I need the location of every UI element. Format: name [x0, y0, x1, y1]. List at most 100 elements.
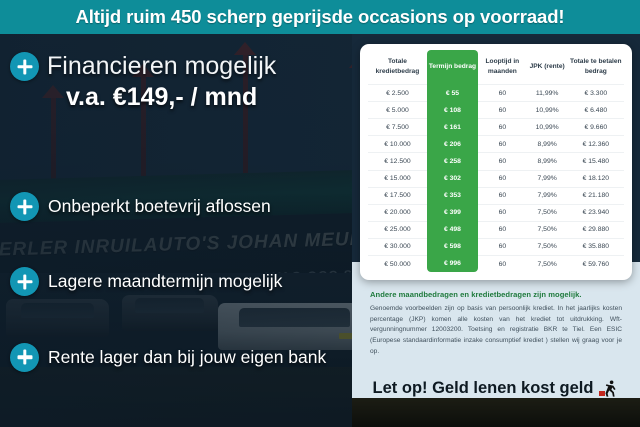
- plus-icon: [10, 192, 39, 222]
- table-row: € 30.000 € 598 60 7,50% € 35.880: [368, 237, 624, 256]
- table-cell: € 161: [426, 118, 479, 136]
- running-man-icon: [599, 380, 619, 397]
- table-cell: € 10.000: [368, 135, 427, 153]
- table-cell: € 21.180: [567, 186, 624, 205]
- table-row: € 10.000 € 206 60 8,99% € 12.360: [368, 135, 624, 153]
- table-cell: € 12.360: [567, 135, 624, 153]
- top-banner-text: Altijd ruim 450 scherp geprijsde occasio…: [75, 6, 565, 27]
- table-header-row: Totale kredietbedrag Termijn bedrag Loop…: [368, 50, 624, 85]
- table-cell: € 258: [426, 152, 479, 171]
- benefit-item: Lagere maandtermijn mogelijk: [10, 267, 346, 297]
- benefit-item: Rente lager dan bij jouw eigen bank: [10, 342, 346, 372]
- table-cell: € 9.660: [567, 118, 624, 136]
- table-cell: 7,50%: [526, 220, 568, 239]
- table-cell: € 35.880: [567, 237, 624, 256]
- table-cell: € 5.000: [368, 101, 427, 119]
- column-header-monthly-amount: Termijn bedrag: [426, 50, 479, 85]
- table-row: € 7.500 € 161 60 10,99% € 9.660: [368, 118, 624, 136]
- table-row: € 12.500 € 258 60 8,99% € 15.480: [368, 152, 624, 171]
- table-cell: € 20.000: [368, 203, 427, 222]
- table-cell: 60: [478, 118, 527, 136]
- plus-icon: [10, 342, 39, 372]
- table-cell: € 7.500: [368, 118, 427, 136]
- table-cell: € 302: [426, 170, 479, 188]
- red-block-icon: [599, 391, 606, 396]
- table-cell: € 25.000: [368, 220, 427, 239]
- table-cell: 10,99%: [526, 118, 568, 136]
- table-row: € 25.000 € 498 60 7,50% € 29.880: [368, 220, 624, 239]
- table-row: € 17.500 € 353 60 7,99% € 21.180: [368, 186, 624, 205]
- table-row: € 20.000 € 399 60 7,50% € 23.940: [368, 203, 624, 222]
- table-cell: 60: [478, 203, 527, 222]
- table-cell: 7,50%: [526, 255, 568, 273]
- table-row: € 2.500 € 55 60 11,99% € 3.300: [368, 84, 624, 102]
- table-cell: 8,99%: [526, 135, 568, 153]
- loan-table-body: € 2.500 € 55 60 11,99% € 3.300 € 5.000 € 108 60…: [368, 84, 624, 273]
- table-cell: € 498: [426, 221, 479, 239]
- table-cell: 60: [478, 169, 527, 188]
- benefit-label: Rente lager dan bij jouw eigen bank: [48, 346, 327, 367]
- table-cell: 7,50%: [526, 203, 568, 222]
- disclaimer-block: Andere maandbedragen en kredietbedragen …: [360, 280, 632, 357]
- column-header-duration: Looptijd in maanden: [485, 58, 520, 75]
- table-cell: € 29.880: [567, 220, 624, 239]
- table-cell: 60: [478, 84, 527, 102]
- table-cell: € 206: [426, 135, 479, 153]
- benefit-label: Onbeperkt boetevrij aflossen: [48, 196, 271, 217]
- table-row: € 15.000 € 302 60 7,99% € 18.120: [368, 169, 624, 188]
- loan-warning-text: Let op! Geld lenen kost geld: [372, 379, 594, 397]
- benefit-label: Lagere maandtermijn mogelijk: [48, 271, 283, 292]
- left-content-column: Financieren mogelijk v.a. €149,- / mnd O…: [0, 34, 352, 427]
- table-cell: € 6.480: [567, 101, 624, 119]
- benefit-item: Onbeperkt boetevrij aflossen: [10, 192, 346, 222]
- table-cell: € 598: [426, 238, 479, 256]
- column-header-interest: JPK (rente): [529, 62, 565, 70]
- benefits-list: Onbeperkt boetevrij aflossen Lagere maan…: [10, 169, 346, 419]
- headline-line-2: v.a. €149,- / mnd: [65, 83, 258, 112]
- table-row: € 50.000 € 996 60 7,50% € 59.760: [368, 255, 624, 273]
- table-cell: € 23.940: [567, 203, 624, 222]
- table-cell: 10,99%: [526, 101, 568, 119]
- top-banner: Altijd ruim 450 scherp geprijsde occasio…: [0, 0, 640, 34]
- finance-info-panel: Totale kredietbedrag Termijn bedrag Loop…: [352, 34, 640, 427]
- table-cell: € 15.480: [567, 152, 624, 171]
- table-cell: € 30.000: [368, 237, 427, 256]
- headline-line-1: Financieren mogelijk: [47, 52, 277, 80]
- table-cell: € 399: [426, 204, 479, 222]
- disclaimer-body: Genoemde voorbeelden zijn op basis van p…: [370, 305, 622, 355]
- table-cell: 60: [478, 135, 527, 153]
- table-cell: € 17.500: [368, 186, 427, 205]
- loan-warning-block: Let op! Geld lenen kost geld: [352, 379, 640, 398]
- disclaimer-title: Andere maandbedragen en kredietbedragen …: [370, 290, 582, 300]
- table-cell: 7,99%: [526, 186, 568, 205]
- table-cell: € 55: [426, 84, 479, 102]
- table-cell: 7,99%: [526, 169, 568, 188]
- table-cell: € 108: [426, 101, 479, 119]
- table-cell: 60: [478, 220, 527, 239]
- loan-table-card: Totale kredietbedrag Termijn bedrag Loop…: [360, 44, 632, 281]
- table-cell: € 12.500: [368, 152, 427, 171]
- table-cell: 60: [478, 152, 527, 171]
- table-cell: 60: [478, 186, 527, 205]
- table-cell: € 353: [426, 187, 479, 205]
- table-cell: 8,99%: [526, 152, 568, 171]
- loan-table: Totale kredietbedrag Termijn bedrag Loop…: [368, 50, 624, 273]
- table-cell: € 2.500: [368, 84, 427, 102]
- table-row: € 5.000 € 108 60 10,99% € 6.480: [368, 101, 624, 119]
- bottom-photo-strip: [352, 398, 640, 427]
- plus-icon: [10, 267, 39, 297]
- table-cell: € 50.000: [368, 255, 427, 273]
- column-header-total-payable: Totale te betalen bedrag: [570, 58, 622, 75]
- table-cell: € 59.760: [567, 255, 624, 273]
- table-cell: € 996: [426, 255, 479, 273]
- table-cell: € 3.300: [567, 84, 624, 102]
- table-cell: 60: [478, 237, 527, 256]
- headline-block: Financieren mogelijk v.a. €149,- / mnd: [10, 52, 346, 111]
- table-cell: 60: [478, 255, 527, 273]
- column-header-total-credit: Totale kredietbedrag: [375, 58, 420, 75]
- table-cell: 7,50%: [526, 237, 568, 256]
- table-cell: 11,99%: [526, 84, 568, 102]
- table-cell: € 15.000: [368, 169, 427, 188]
- table-cell: 60: [478, 101, 527, 119]
- plus-icon: [10, 52, 39, 81]
